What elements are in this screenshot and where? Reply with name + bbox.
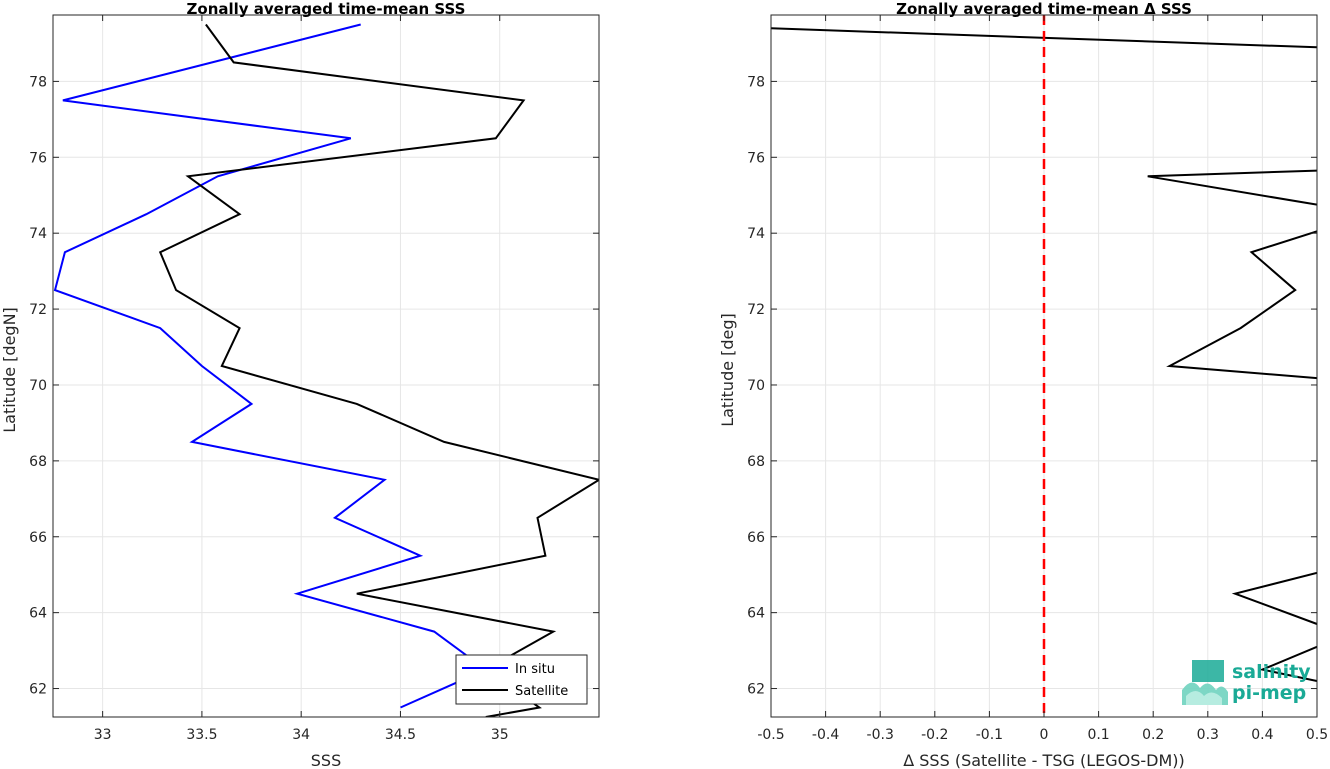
right-y-tick-label: 76 [747,150,765,166]
left-grid [53,15,599,717]
logo-text-line2: pi-mep [1232,682,1306,704]
legend-label-in-situ: In situ [515,662,555,677]
series-line-delta-segment-3 [1231,571,1317,625]
left-y-tick-label: 76 [29,150,47,166]
left-y-tick-label: 72 [29,302,47,318]
right-y-tick-label: 74 [747,226,765,242]
left-x-tick-label: 33 [94,727,112,743]
right-y-tick-label: 62 [747,682,765,698]
left-y-tick-label: 62 [29,682,47,698]
right-x-ticks: -0.5 -0.4 -0.3 -0.2 -0.1 0 0.1 0.2 0.3 0.4 0.5 [757,15,1328,743]
right-y-ticks: 62 64 66 68 70 72 74 76 78 [747,74,1317,698]
left-x-tick-label: 33.5 [186,727,217,743]
left-plot-area [53,15,599,717]
left-y-axis-label: Latitude [degN] [0,307,19,433]
right-y-axis-label: Latitude [deg] [718,313,737,427]
right-x-tick-label: -0.2 [921,727,948,743]
right-y-tick-label: 68 [747,454,765,470]
left-x-tick-label: 34.5 [385,727,416,743]
left-y-tick-label: 68 [29,454,47,470]
left-y-tick-label: 78 [29,74,47,90]
right-x-tick-label: -0.4 [812,727,839,743]
right-y-tick-label: 72 [747,302,765,318]
right-chart: -0.5 -0.4 -0.3 -0.2 -0.1 0 0.1 0.2 0.3 0.4 0.5 626… [718,0,1328,769]
left-y-tick-label: 66 [29,530,47,546]
legend-box [455,654,588,705]
series-line-delta-segment-4 [1259,645,1317,682]
legend: In situ Satellite [455,654,588,705]
wave-logo-icon [1182,660,1228,705]
right-x-axis-label: Δ SSS (Satellite - TSG (LEGOS-DM)) [903,751,1185,769]
right-y-tick-label: 78 [747,74,765,90]
right-y-tick-label: 66 [747,530,765,546]
salinity-pi-mep-logo: salinity pi-mep [1182,660,1311,705]
left-plot-frame [52,14,600,718]
logo-text-line1: salinity [1232,661,1311,683]
right-x-tick-label: 0 [1040,727,1049,743]
right-x-tick-label: 0.2 [1142,727,1164,743]
left-chart: 33 33.5 34 34.5 35 62 64 66 68 70 72 74 76 78 Zonall… [0,0,600,769]
right-x-tick-label: 0.4 [1251,727,1273,743]
right-x-tick-label: 0.1 [1087,727,1109,743]
left-title: Zonally averaged time-mean SSS [187,0,466,18]
left-y-ticks: 62 64 66 68 70 72 74 76 78 [29,74,599,698]
right-x-tick-label: 0.5 [1306,727,1328,743]
right-x-tick-label: -0.1 [976,727,1003,743]
right-x-tick-label: -0.3 [867,727,894,743]
left-y-tick-label: 74 [29,226,47,242]
left-series-group [53,23,599,717]
left-y-tick-label: 70 [29,378,47,394]
series-line-delta-segment-2 [1166,230,1317,380]
right-y-tick-label: 64 [747,606,765,622]
left-x-ticks: 33 33.5 34 34.5 35 [94,15,509,743]
left-y-tick-label: 64 [29,606,47,622]
left-x-tick-label: 35 [491,727,509,743]
right-y-tick-label: 70 [747,378,765,394]
left-series-layer [53,23,599,717]
right-x-tick-label: -0.5 [757,727,784,743]
series-line-satellite [158,23,599,717]
right-title: Zonally averaged time-mean Δ SSS [896,0,1192,18]
left-x-tick-label: 34 [292,727,310,743]
left-x-axis-label: SSS [311,751,341,769]
legend-label-satellite: Satellite [515,684,568,699]
series-line-delta-segment-1 [1147,169,1317,206]
right-x-tick-label: 0.3 [1197,727,1219,743]
